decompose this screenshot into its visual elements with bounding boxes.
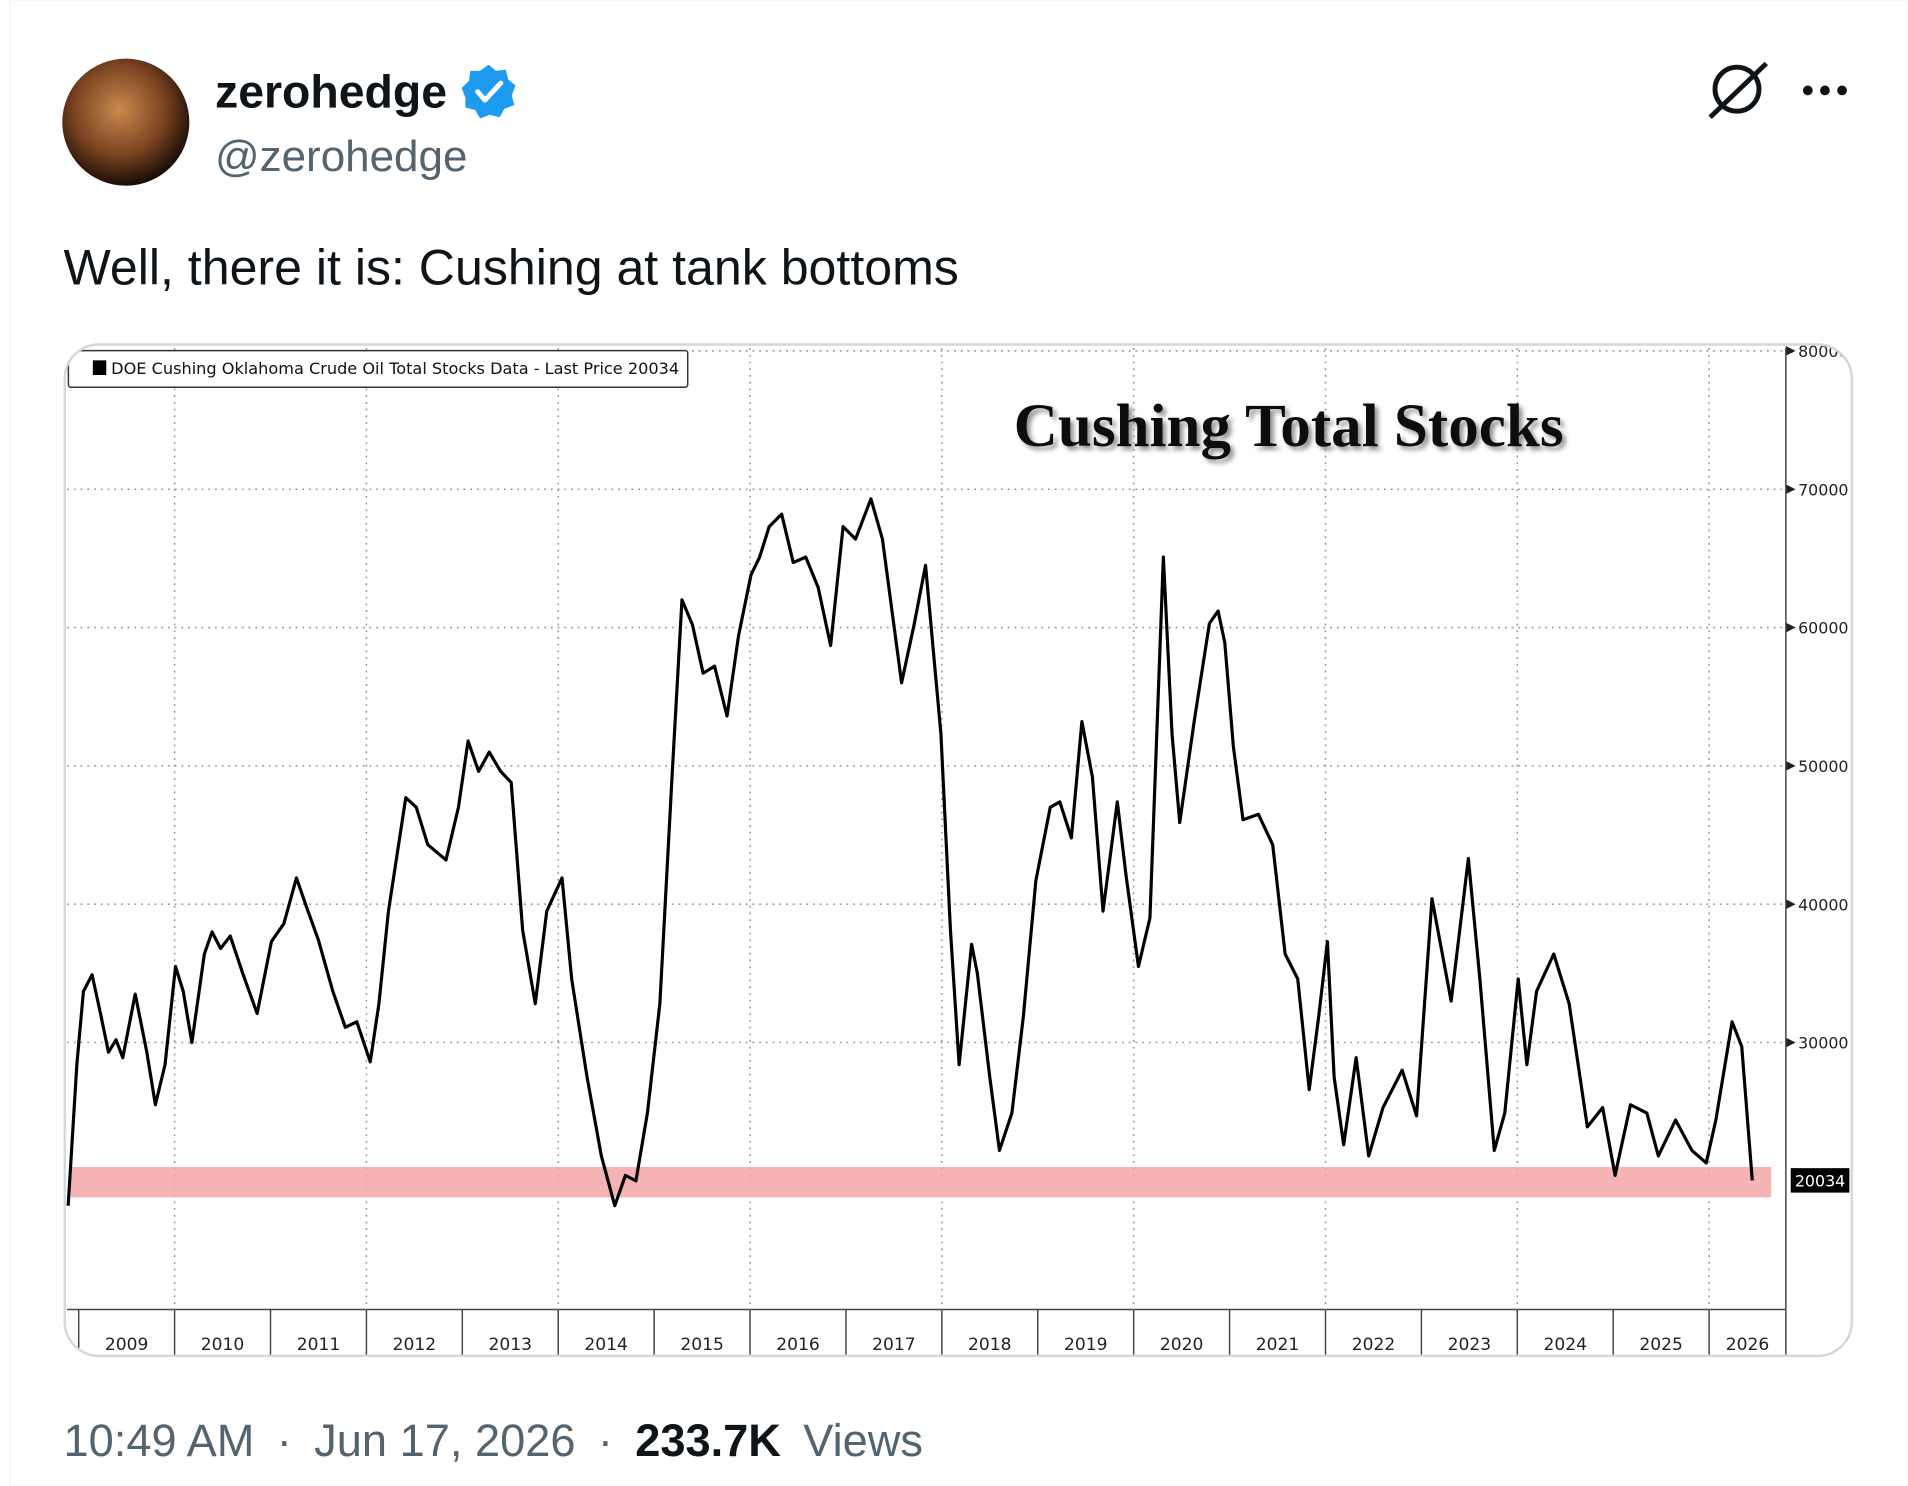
legend-text: DOE Cushing Oklahoma Crude Oil Total Sto…: [111, 359, 679, 378]
data-line: [66, 497, 1754, 1208]
y-tick-mark: [1785, 899, 1796, 910]
legend-swatch: [92, 360, 107, 376]
chart-background: [64, 344, 1852, 1356]
x-tick-label: 2023: [1448, 1335, 1492, 1355]
y-tick-mark: [1785, 1037, 1796, 1048]
x-tick-label: 2025: [1639, 1335, 1683, 1355]
highlight-band: [70, 1167, 1772, 1198]
author-name[interactable]: zerohedge: [215, 66, 447, 118]
x-tick-label: 2014: [584, 1335, 628, 1355]
verified-badge[interactable]: [461, 64, 516, 119]
avatar[interactable]: [62, 58, 190, 186]
tweet-text: Well, there it is: Cushing at tank botto…: [64, 240, 959, 296]
views-label: Views: [803, 1415, 923, 1466]
separator: ·: [277, 1415, 292, 1466]
x-tick-label: 2012: [393, 1335, 437, 1355]
last-price-box: [1790, 1168, 1850, 1193]
x-tick-label: 2011: [297, 1335, 341, 1355]
tweet-footer: 10:49 AM · Jun 17, 2026 · 233.7K Views: [64, 1415, 923, 1466]
x-tick-label: 2017: [872, 1335, 916, 1355]
x-tick-label: 2022: [1352, 1335, 1396, 1355]
y-tick-mark: [1785, 622, 1796, 633]
grok-icon[interactable]: [1708, 61, 1768, 120]
media-frame: [63, 343, 1854, 1358]
tweet-time[interactable]: 10:49 AM: [64, 1415, 255, 1466]
x-tick-label: 2024: [1544, 1335, 1588, 1355]
y-tick-mark: [1785, 346, 1796, 356]
x-tick-label: 2010: [201, 1335, 245, 1355]
y-tick-label: 60000: [1798, 619, 1848, 638]
x-tick-label: 2021: [1256, 1335, 1300, 1355]
views-count: 233.7K: [635, 1415, 781, 1466]
y-tick-mark: [1785, 760, 1796, 771]
x-tick-label: 2020: [1160, 1335, 1204, 1355]
x-tick-label: 2026: [1726, 1335, 1770, 1355]
last-price-label: 20034: [1795, 1171, 1845, 1190]
y-tick-label: 50000: [1798, 757, 1848, 776]
y-tick-mark: [1785, 484, 1796, 495]
y-tick-label: 40000: [1798, 895, 1848, 914]
x-tick-label: 2015: [680, 1335, 724, 1355]
x-tick-label: 2016: [776, 1335, 820, 1355]
y-tick-label: 70000: [1798, 480, 1848, 499]
x-tick-label: 2013: [489, 1335, 533, 1355]
chart-title: Cushing Total Stocks: [1014, 393, 1564, 460]
x-tick-label: 2019: [1064, 1335, 1108, 1355]
separator: ·: [598, 1415, 613, 1466]
tweet-date[interactable]: Jun 17, 2026: [314, 1415, 575, 1466]
x-tick-label: 2009: [105, 1335, 149, 1355]
y-tick-label: 30000: [1798, 1034, 1848, 1053]
legend-box: [67, 349, 689, 388]
more-icon[interactable]: [1802, 85, 1847, 96]
author-handle[interactable]: @zerohedge: [215, 132, 467, 181]
x-tick-label: 2018: [968, 1335, 1012, 1355]
